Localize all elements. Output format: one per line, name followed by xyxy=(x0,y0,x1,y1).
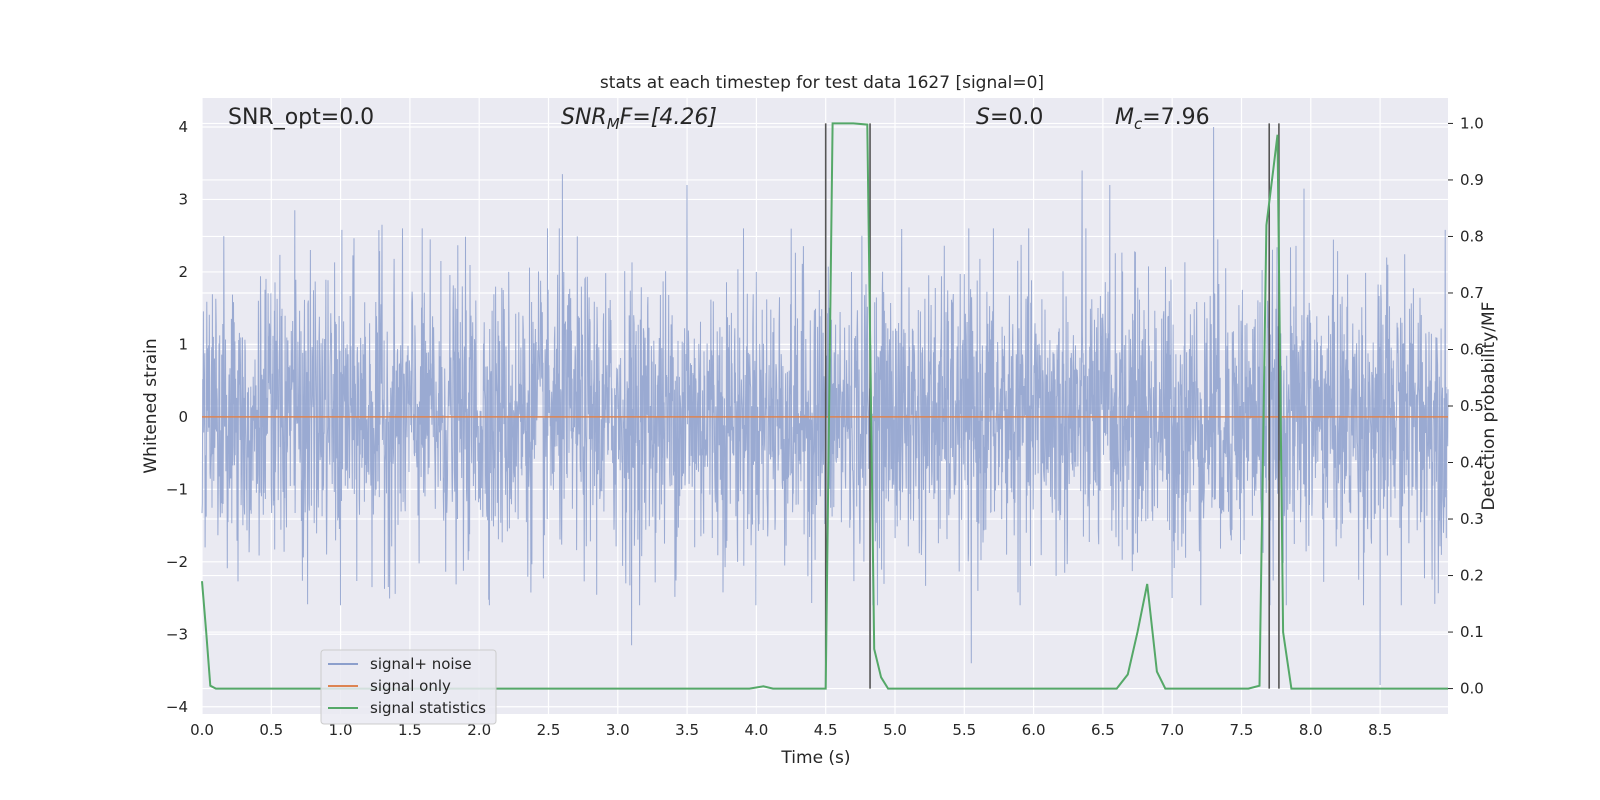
y-tick-label: 2 xyxy=(178,263,188,281)
annotation-s: S=0.0 xyxy=(976,105,1043,130)
x-tick-label: 4.5 xyxy=(814,721,838,739)
y2-tick-label: 0.1 xyxy=(1460,623,1484,641)
annotation-mc: Mc=7.96 xyxy=(1115,105,1210,133)
y2-tick-label: 0.3 xyxy=(1460,510,1484,528)
legend-label-signal-noise: signal+ noise xyxy=(370,655,472,673)
x-tick-label: 7.5 xyxy=(1230,721,1254,739)
x-tick-label: 5.5 xyxy=(952,721,976,739)
y-tick-label: 4 xyxy=(178,118,188,136)
annotation-snr-opt: SNR_opt=0.0 xyxy=(228,105,374,130)
y2-tick-label: 0.2 xyxy=(1460,567,1484,585)
x-tick-label: 7.0 xyxy=(1160,721,1184,739)
legend-label-signal-only: signal only xyxy=(370,677,451,695)
y-tick-label: 3 xyxy=(178,190,188,208)
y2-tick-label: 0.8 xyxy=(1460,227,1484,245)
x-tick-label: 2.5 xyxy=(537,721,561,739)
signal-statistics-series xyxy=(201,122,1448,690)
x-tick-label: 3.0 xyxy=(606,721,630,739)
x-axis-ticks: 0.0 0.5 1.0 1.5 2.0 2.5 3.0 3.5 4.0 4.5 5.0 5.5 6.0 6… xyxy=(190,721,1392,739)
y-tick-label: −4 xyxy=(166,698,188,716)
y2-tick-label: 0.5 xyxy=(1460,397,1484,415)
x-tick-label: 3.5 xyxy=(675,721,699,739)
y-tick-label: 0 xyxy=(178,408,188,426)
x-tick-label: 0.5 xyxy=(259,721,283,739)
signal-statistics-line xyxy=(201,122,1448,690)
y2-tick-label: 0.0 xyxy=(1460,680,1484,698)
y-tick-label: −3 xyxy=(166,625,188,643)
y2-axis-label: Detection probability/MF xyxy=(1479,302,1499,511)
x-tick-label: 8.0 xyxy=(1299,721,1323,739)
x-tick-label: 0.0 xyxy=(190,721,214,739)
x-tick-label: 1.0 xyxy=(329,721,353,739)
y-tick-label: −1 xyxy=(166,480,188,498)
x-tick-label: 6.0 xyxy=(1022,721,1046,739)
chart-title: stats at each timestep for test data 162… xyxy=(600,73,1044,93)
legend-box xyxy=(320,649,497,725)
annotation-snr-mf: SNRMF=[4.26] xyxy=(561,105,717,133)
y2-tick-label: 0.9 xyxy=(1460,171,1484,189)
x-tick-label: 2.0 xyxy=(467,721,491,739)
y2-tick-label: 0.6 xyxy=(1460,340,1484,358)
y-tick-label: −2 xyxy=(166,553,188,571)
y2-axis-ticks: 0.0 0.1 0.2 0.3 0.4 0.5 0.6 0.7 0.8 0.9 1.0 xyxy=(1448,114,1484,698)
y2-tick-label: 1.0 xyxy=(1460,114,1484,132)
legend: signal+ noise signal only signal statist… xyxy=(320,649,497,725)
x-tick-label: 5.0 xyxy=(883,721,907,739)
legend-label-signal-statistics: signal statistics xyxy=(370,699,486,717)
x-tick-label: 1.5 xyxy=(398,721,422,739)
x-tick-label: 8.5 xyxy=(1368,721,1392,739)
y2-tick-label: 0.4 xyxy=(1460,454,1484,472)
y2-tick-label: 0.7 xyxy=(1460,284,1484,302)
x-axis-label: Time (s) xyxy=(780,748,850,768)
y-axis-label: Whitened strain xyxy=(141,338,161,473)
x-tick-label: 4.0 xyxy=(744,721,768,739)
y-tick-label: 1 xyxy=(178,335,188,353)
y-axis-ticks: −4 −3 −2 −1 0 1 2 3 4 xyxy=(166,118,188,716)
x-tick-label: 6.5 xyxy=(1091,721,1115,739)
